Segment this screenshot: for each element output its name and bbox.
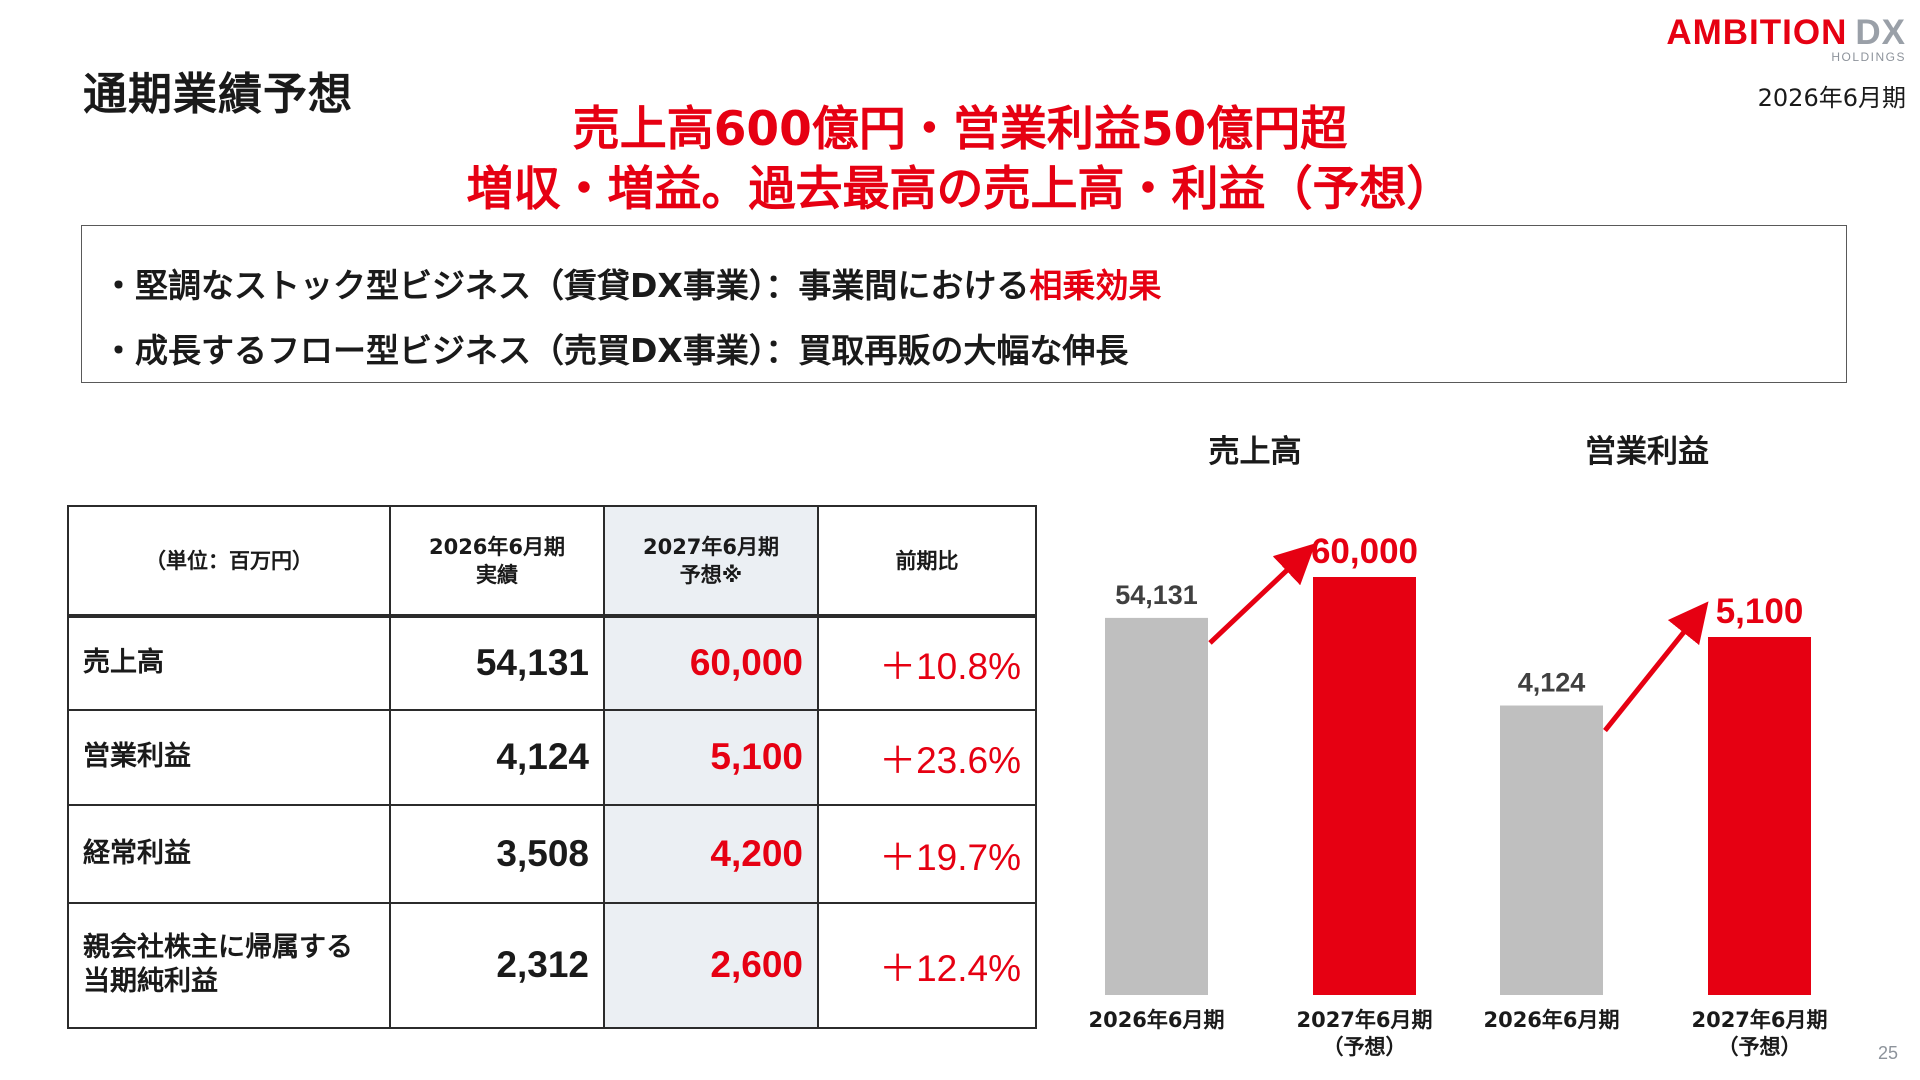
- chart-title: 売上高: [1209, 434, 1302, 470]
- category-label: 2026年6月期: [1088, 1008, 1224, 1032]
- category-label: （予想）: [1323, 1035, 1407, 1059]
- change-value: ＋12.4%: [817, 901, 1037, 1030]
- growth-arrow: [1603, 601, 1709, 733]
- summary-bullet-flow: ・成長するフロー型ビジネス（売買DX事業）：買取再販の大幅な伸長: [102, 331, 1129, 370]
- change-value: ＋10.8%: [817, 615, 1037, 711]
- table-row: 経常利益 3,508 4,200 ＋19.7%: [67, 803, 1037, 904]
- table-row: 親会社株主に帰属する 当期純利益 2,312 2,600 ＋12.4%: [67, 901, 1037, 1030]
- row-label: 親会社株主に帰属する 当期純利益: [67, 901, 391, 1030]
- headline-line1: 売上高600億円・営業利益50億円超: [572, 102, 1348, 157]
- header-actual-line1: 2026年6月期: [428, 534, 566, 559]
- chart-bar: [1708, 637, 1811, 995]
- summary-bullet-stock: ・堅調なストック型ビジネス（賃貸DX事業）：事業間における相乗効果: [102, 259, 1161, 307]
- forecast-value: 5,100: [603, 708, 819, 806]
- category-label: 2027年6月期: [1296, 1008, 1432, 1032]
- forecast-table: （単位：百万円） 2026年6月期 実績 2027年6月期 予想※ 前期比 売上高 …: [67, 505, 1037, 1030]
- category-label: 2026年6月期: [1483, 1008, 1619, 1032]
- actual-value: 2,312: [389, 901, 605, 1030]
- header-unit: （単位：百万円）: [67, 505, 391, 618]
- bullet-highlight: 相乗効果: [1029, 266, 1162, 305]
- row-label: 売上高: [67, 615, 391, 711]
- bar-value-label: 4,124: [1518, 668, 1586, 698]
- change-value: ＋19.7%: [817, 803, 1037, 904]
- page-number: 25: [1877, 1043, 1898, 1063]
- category-label: （予想）: [1718, 1035, 1802, 1059]
- table-header-row: （単位：百万円） 2026年6月期 実績 2027年6月期 予想※ 前期比: [67, 505, 1037, 618]
- bar-value-label: 5,100: [1716, 592, 1804, 631]
- logo-main-text: AMBITION: [1666, 13, 1848, 52]
- chart-bar: [1313, 577, 1416, 995]
- category-label: 2027年6月期: [1691, 1008, 1827, 1032]
- bullet-text: ・堅調なストック型ビジネス（賃貸DX事業）：事業間における: [102, 266, 1030, 305]
- forecast-value: 4,200: [603, 803, 819, 904]
- logo-sub-text: HOLDINGS: [1831, 50, 1906, 64]
- change-value: ＋23.6%: [817, 708, 1037, 806]
- chart-bar: [1105, 617, 1208, 995]
- forecast-value: 2,600: [603, 901, 819, 1030]
- header-forecast: 2027年6月期 予想※: [603, 505, 819, 618]
- page-title: 通期業績予想: [83, 69, 353, 120]
- results-bar-charts: 売上高 54,131 2026年6月期 60,000 2027年6月期 （予想） 営業利益 4…: [1088, 434, 1827, 1059]
- header-change: 前期比: [817, 505, 1037, 618]
- actual-value: 54,131: [389, 615, 605, 711]
- row-label-line1: 親会社株主に帰属する: [83, 932, 353, 964]
- period-label: 2026年6月期: [1757, 84, 1906, 112]
- row-label: 営業利益: [67, 708, 391, 806]
- bar-value-label: 60,000: [1311, 532, 1418, 571]
- growth-arrow: [1208, 543, 1316, 645]
- header-forecast-line1: 2027年6月期: [642, 534, 780, 559]
- logo-dx-text: DX: [1855, 13, 1906, 52]
- table-row: 営業利益 4,124 5,100 ＋23.6%: [67, 708, 1037, 806]
- headline-line2: 増収・増益。過去最高の売上高・利益（予想）: [466, 162, 1454, 217]
- summary-box: ・堅調なストック型ビジネス（賃貸DX事業）：事業間における相乗効果 ・成長するフ…: [81, 225, 1847, 383]
- row-label: 経常利益: [67, 803, 391, 904]
- header-actual-line2: 実績: [476, 562, 518, 587]
- row-label-line2: 当期純利益: [83, 966, 218, 998]
- chart-bar: [1500, 705, 1603, 995]
- company-logo: AMBITION DX HOLDINGS: [1666, 13, 1906, 65]
- forecast-value: 60,000: [603, 615, 819, 711]
- table-row: 売上高 54,131 60,000 ＋10.8%: [67, 615, 1037, 711]
- actual-value: 3,508: [389, 803, 605, 904]
- header-actual: 2026年6月期 実績: [389, 505, 605, 618]
- chart-title: 営業利益: [1585, 434, 1709, 470]
- bar-value-label: 54,131: [1115, 580, 1198, 610]
- header-forecast-line2: 予想※: [679, 562, 743, 587]
- actual-value: 4,124: [389, 708, 605, 806]
